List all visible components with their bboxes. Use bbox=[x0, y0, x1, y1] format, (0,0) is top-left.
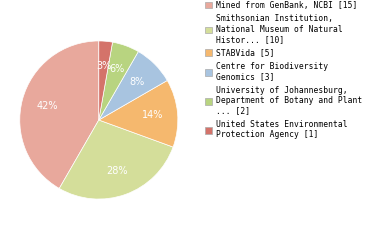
Legend: Mined from GenBank, NCBI [15], Smithsonian Institution,
National Museum of Natur: Mined from GenBank, NCBI [15], Smithsoni… bbox=[204, 0, 364, 141]
Wedge shape bbox=[20, 41, 99, 188]
Wedge shape bbox=[59, 120, 173, 199]
Wedge shape bbox=[99, 80, 178, 147]
Wedge shape bbox=[99, 42, 138, 120]
Wedge shape bbox=[99, 52, 167, 120]
Text: 6%: 6% bbox=[109, 65, 125, 74]
Text: 42%: 42% bbox=[36, 101, 58, 111]
Text: 14%: 14% bbox=[142, 110, 163, 120]
Text: 8%: 8% bbox=[129, 77, 144, 87]
Text: 3%: 3% bbox=[96, 61, 111, 72]
Wedge shape bbox=[99, 41, 112, 120]
Text: 28%: 28% bbox=[106, 166, 128, 175]
